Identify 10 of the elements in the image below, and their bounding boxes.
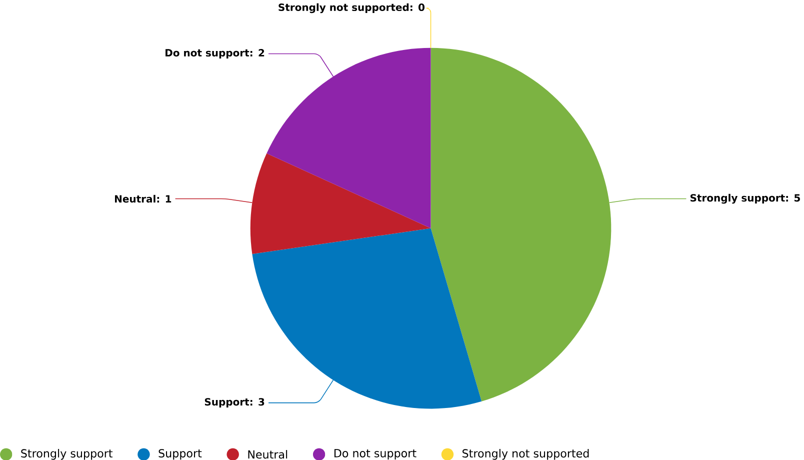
- text: Strongly not supported: 0: [278, 3, 425, 13]
- data-label: Strongly support: 5: [690, 194, 800, 204]
- legend-label: Neutral: [248, 450, 288, 458]
- legend-label: Do not support: [334, 448, 416, 460]
- data-label: Do not support: 2: [166, 48, 264, 58]
- legend-label: Strongly support: [21, 448, 113, 460]
- legend-label: Strongly not supported: [462, 448, 589, 460]
- data-label: Neutral: 1: [115, 194, 172, 202]
- legend-label: Support: [158, 448, 202, 460]
- data-label: Support: 3: [204, 398, 264, 408]
